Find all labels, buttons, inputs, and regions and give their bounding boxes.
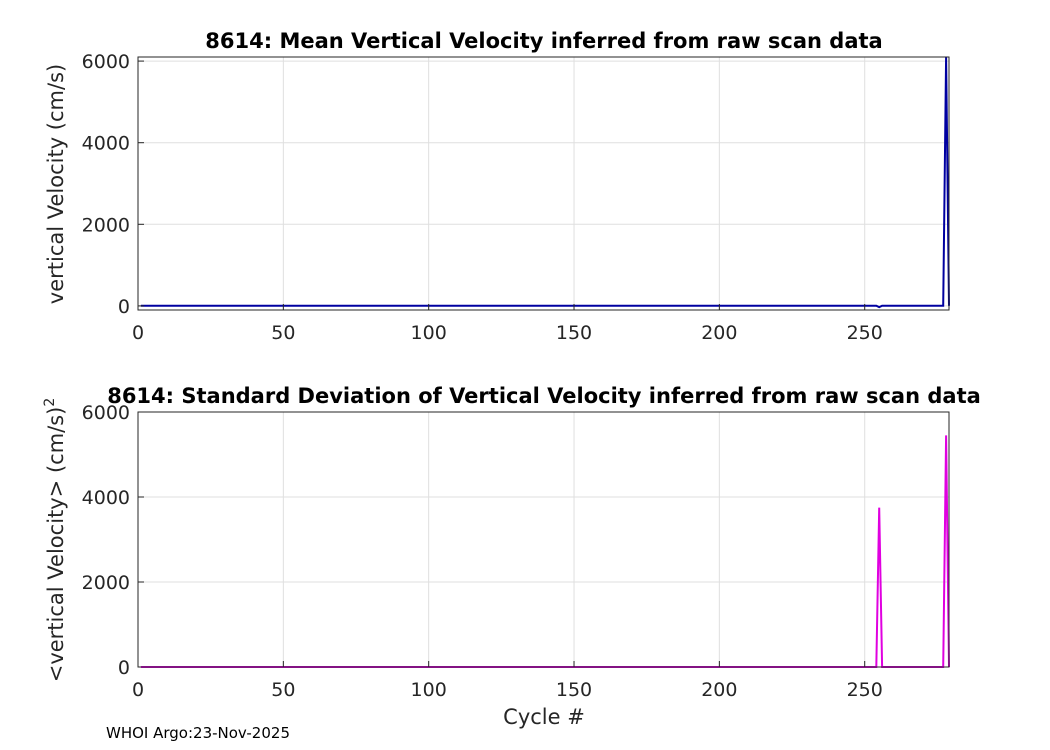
std-x-tick-label: 200 [701, 679, 737, 701]
mean-y-tick-label: 0 [118, 296, 130, 318]
mean-series-line [140, 56, 950, 309]
std-x-tick-label: 150 [556, 679, 592, 701]
std-x-tick-label: 250 [847, 679, 883, 701]
std-velocity-y-axis-label: <vertical Velocity> (cm/s)2 [42, 398, 68, 683]
mean-x-tick-label: 250 [847, 322, 883, 344]
std-velocity-x-axis-label: Cycle # [503, 705, 585, 729]
mean-axes-box [137, 56, 950, 311]
std-velocity-y-axis-label-text: <vertical Velocity> (cm/s) [44, 407, 68, 683]
footer-credit: WHOI Argo:23-Nov-2025 [106, 724, 290, 742]
mean-y-tick-label: 2000 [82, 214, 130, 236]
mean-x-tick-label: 100 [411, 322, 447, 344]
std-y-tick-label: 2000 [82, 572, 130, 594]
std-y-tick-label: 0 [118, 657, 130, 679]
std-plot-area [138, 412, 949, 667]
mean-y-tick-label: 4000 [82, 133, 130, 155]
std-velocity-panel: 8614: Standard Deviation of Vertical Vel… [42, 384, 981, 729]
mean-velocity-panel: 8614: Mean Vertical Velocity inferred fr… [44, 29, 950, 344]
mean-velocity-y-axis-label: vertical Velocity (cm/s) [44, 64, 68, 304]
std-y-tick-label: 6000 [82, 402, 130, 424]
mean-x-tick-label: 200 [701, 322, 737, 344]
std-axes-box [137, 411, 950, 668]
mean-velocity-title: 8614: Mean Vertical Velocity inferred fr… [205, 29, 882, 53]
std-x-tick-label: 50 [271, 679, 295, 701]
mean-x-tick-label: 150 [556, 322, 592, 344]
std-velocity-title: 8614: Standard Deviation of Vertical Vel… [107, 384, 981, 408]
std-x-tick-label: 100 [411, 679, 447, 701]
mean-x-tick-label: 50 [271, 322, 295, 344]
mean-y-tick-label: 6000 [82, 51, 130, 73]
std-velocity-y-axis-label-superscript: 2 [42, 398, 58, 407]
mean-x-tick-label: 0 [132, 322, 144, 344]
std-x-tick-label: 0 [132, 679, 144, 701]
mean-plot-area [138, 57, 949, 310]
std-y-tick-label: 4000 [82, 487, 130, 509]
